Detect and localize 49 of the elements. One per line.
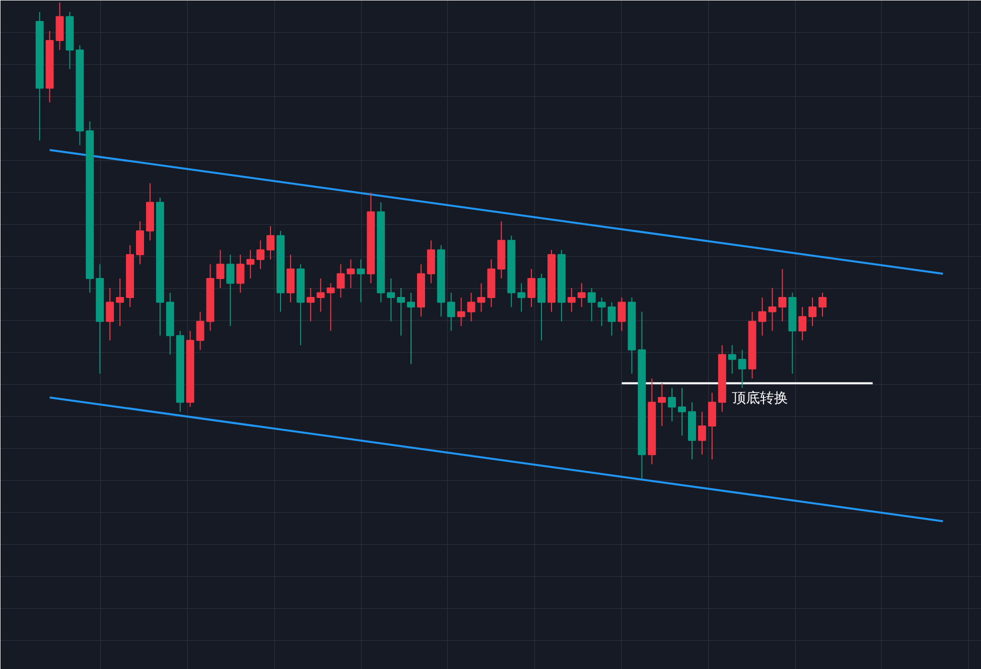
candlestick [658,382,666,427]
candlestick [306,288,315,322]
candlestick [698,411,706,456]
candlestick [286,254,295,303]
candlestick [427,240,436,284]
candlestick [678,387,686,436]
candlestick [608,302,616,336]
candlestick [336,264,345,298]
candlestick [578,282,586,308]
candlestick [568,288,576,312]
candlestick [246,249,254,279]
candlestick [116,278,124,327]
candlestick [588,288,596,322]
candlestick [266,226,274,260]
candlestick [236,254,244,294]
candlestick [316,278,325,312]
candlestick [346,258,355,289]
candlestick [537,273,546,341]
candlestick [136,220,144,265]
candlestick [517,282,526,312]
candlestick [406,292,416,365]
candlestick [778,268,786,322]
candlestick [106,288,114,341]
candlestick [447,292,456,332]
candlestick [196,311,204,350]
candlestick [256,240,264,270]
candlestick [226,254,234,327]
candlestick [457,297,466,327]
candlestick [618,297,626,332]
candlestick [477,282,486,312]
candlestick [798,306,806,341]
candlestick [758,297,766,336]
candlestick [56,2,64,51]
candlestick [386,278,395,322]
candlestick [738,349,746,388]
candlestick [598,297,606,327]
candlestick [326,282,335,332]
candlestick [527,268,536,308]
candlestick [728,344,736,374]
candlestick [768,288,776,332]
candlestick [818,292,827,318]
candlestick [808,297,816,327]
candlestick [216,249,224,289]
candlestick [396,288,405,336]
candlestick [708,392,716,460]
candlestick [668,387,676,422]
candlestick [467,292,476,322]
candlestick [356,258,365,303]
annotation: 顶底转换 [732,390,788,406]
